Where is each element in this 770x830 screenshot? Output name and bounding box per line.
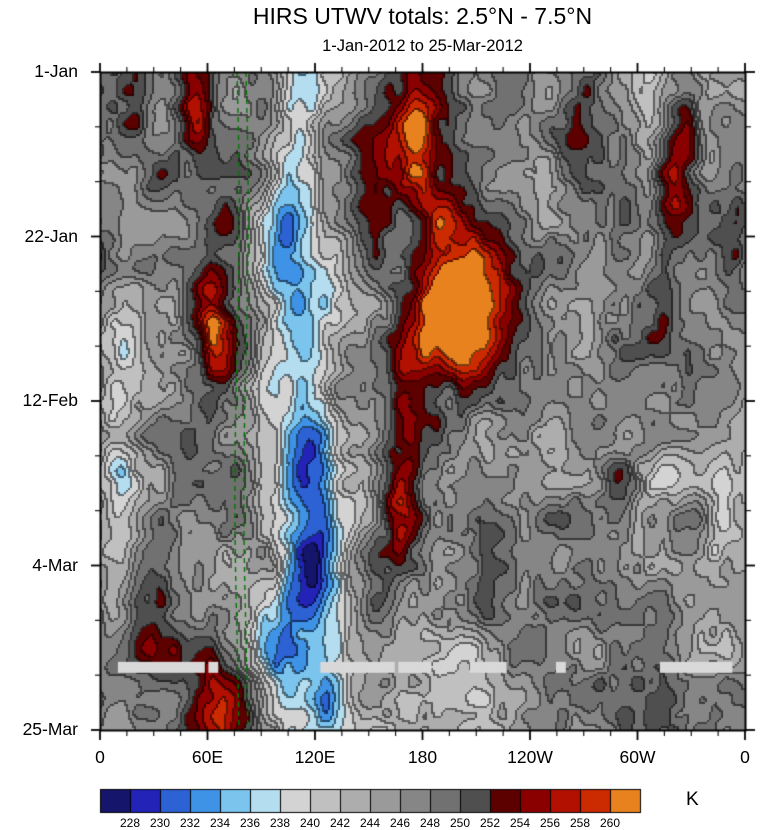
x-tick-label: 0	[740, 747, 750, 767]
colorbar-tick-label: 232	[179, 816, 201, 830]
colorbar-tick-label: 248	[419, 816, 441, 830]
colorbar-tick-label: 240	[299, 816, 321, 830]
y-tick-label: 22-Jan	[24, 225, 78, 246]
colorbar-tick-label: 238	[269, 816, 291, 830]
colorbar-tick-label: 230	[149, 816, 171, 830]
y-tick-label: 4-Mar	[32, 554, 78, 575]
colorbar-tick-label: 228	[119, 816, 141, 830]
y-tick-label: 12-Feb	[22, 390, 78, 410]
colorbar-unit-label: K	[686, 789, 699, 810]
colorbar-tick-label: 256	[539, 816, 561, 830]
colorbar-tick-label: 234	[209, 816, 231, 830]
x-tick-label: 120W	[507, 747, 553, 767]
x-tick-label: 60W	[619, 747, 656, 767]
colorbar-tick-label: 246	[389, 816, 411, 830]
colorbar-tick-label: 252	[479, 816, 501, 830]
colorbar-tick-label: 250	[449, 816, 471, 830]
y-tick-label: 1-Jan	[34, 61, 78, 81]
colorbar-tick-label: 242	[329, 816, 351, 830]
x-tick-label: 120E	[294, 747, 336, 767]
colorbar-tick-label: 258	[569, 816, 591, 830]
colorbar-tick-label: 254	[509, 816, 531, 830]
y-tick-label: 25-Mar	[22, 719, 78, 739]
colorbar-tick-label: 260	[599, 816, 621, 830]
x-tick-label: 0	[95, 747, 105, 767]
colorbar-tick-label: 236	[239, 816, 261, 830]
colorbar-tick-label: 244	[359, 816, 381, 830]
x-tick-label: 180	[407, 747, 438, 767]
x-tick-label: 60E	[191, 747, 224, 767]
